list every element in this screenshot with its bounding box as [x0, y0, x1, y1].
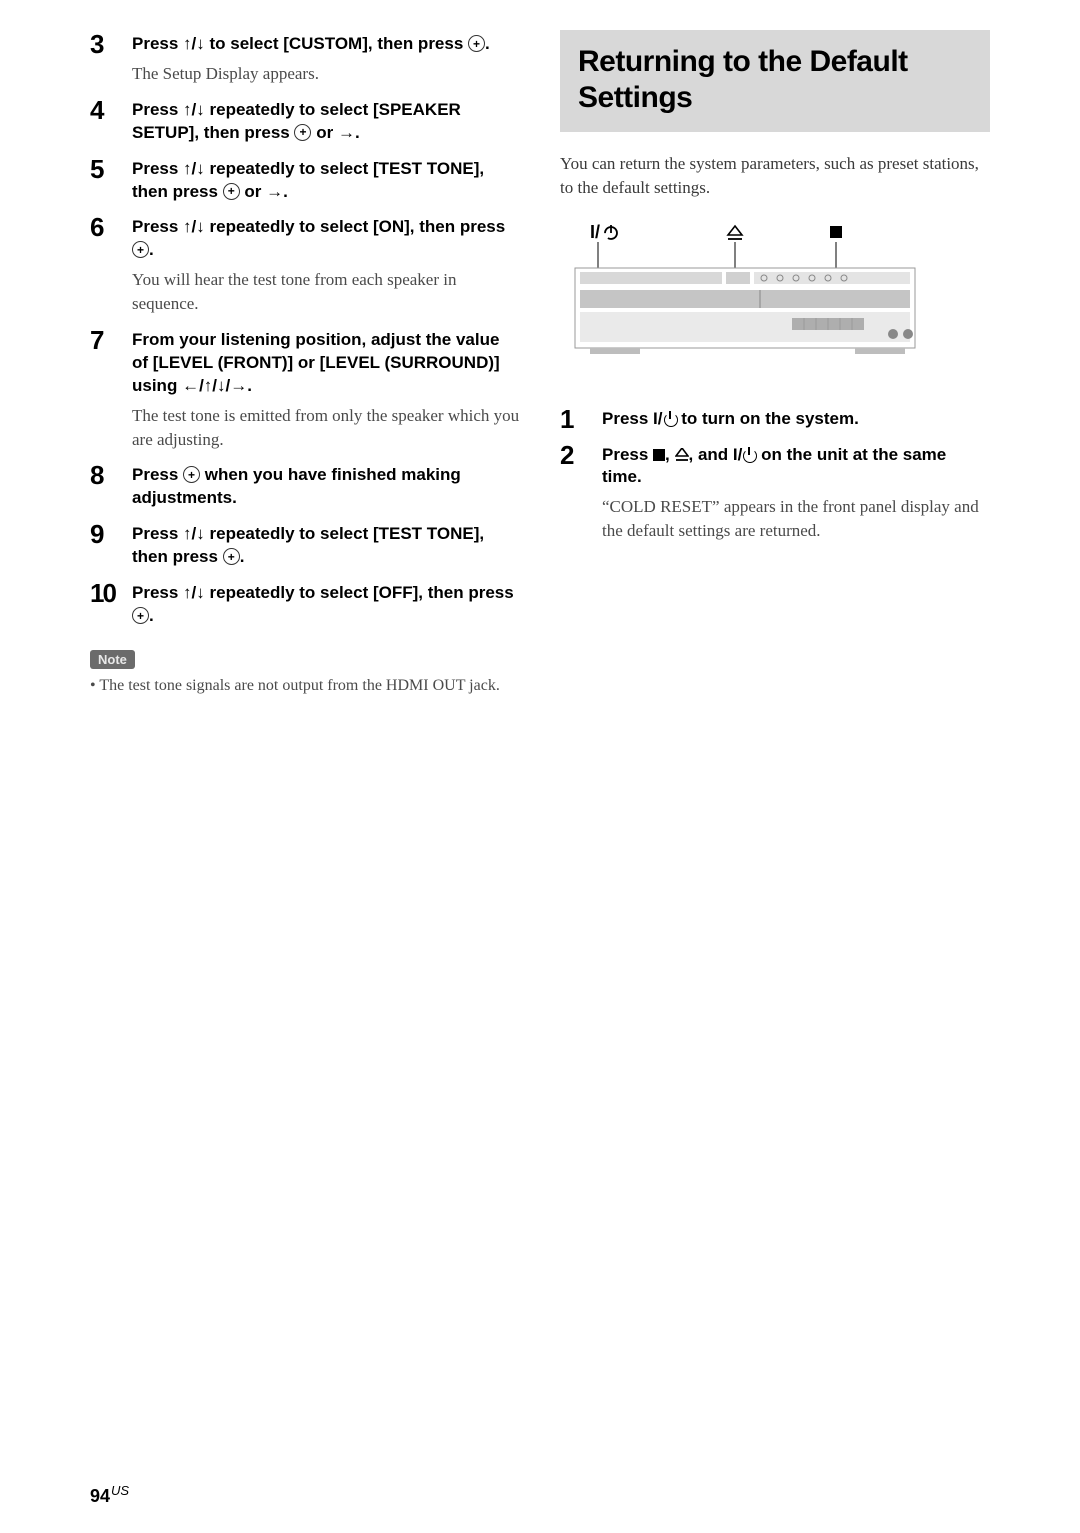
arrow-icon: ↑ — [204, 376, 213, 395]
step-body: From your listening position, adjust the… — [132, 326, 520, 457]
enter-icon: + — [132, 607, 149, 624]
note-text: • The test tone signals are not output f… — [90, 675, 520, 697]
step-number: 1 — [560, 405, 602, 434]
step-item: 10Press ↑/↓ repeatedly to select [OFF], … — [90, 579, 520, 634]
step-paragraph: The test tone is emitted from only the s… — [132, 404, 520, 452]
step-body: Press ↑/↓ repeatedly to select [TEST TON… — [132, 155, 520, 210]
arrow-icon: ↓ — [196, 524, 205, 543]
enter-icon: + — [468, 35, 485, 52]
step-item: 5Press ↑/↓ repeatedly to select [TEST TO… — [90, 155, 520, 210]
step-number: 6 — [90, 213, 132, 242]
step-heading: Press ↑/↓ repeatedly to select [TEST TON… — [132, 523, 520, 569]
step-body: Press , , and I/ on the unit at the same… — [602, 441, 990, 549]
section-title-box: Returning to the Default Settings — [560, 30, 990, 132]
step-paragraph: “COLD RESET” appears in the front panel … — [602, 495, 990, 543]
arrow-icon: ↓ — [196, 583, 205, 602]
power-icon — [742, 448, 756, 462]
step-item: 3Press ↑/↓ to select [CUSTOM], then pres… — [90, 30, 520, 92]
device-diagram: I/ — [560, 220, 990, 375]
arrow-icon: ↓ — [196, 100, 205, 119]
arrow-icon: ↑ — [183, 524, 192, 543]
section-title: Returning to the Default Settings — [578, 44, 972, 116]
step-number: 4 — [90, 96, 132, 125]
arrow-icon: ↑ — [183, 217, 192, 236]
step-item: 2Press , , and I/ on the unit at the sam… — [560, 441, 990, 549]
step-number: 9 — [90, 520, 132, 549]
eject-icon — [675, 448, 689, 461]
arrow-icon: ↓ — [196, 217, 205, 236]
step-heading: Press I/ to turn on the system. — [602, 408, 990, 431]
arrow-icon: ↓ — [196, 34, 205, 53]
step-heading: Press ↑/↓ repeatedly to select [ON], the… — [132, 216, 520, 262]
step-item: 6Press ↑/↓ repeatedly to select [ON], th… — [90, 213, 520, 321]
arrow-icon: → — [338, 123, 355, 142]
step-number: 5 — [90, 155, 132, 184]
arrow-icon: ↓ — [217, 376, 226, 395]
step-number: 2 — [560, 441, 602, 470]
arrow-icon: ↓ — [196, 159, 205, 178]
arrow-icon: ↑ — [183, 34, 192, 53]
step-number: 10 — [90, 579, 132, 608]
page-number-value: 94 — [90, 1486, 110, 1506]
step-item: 8Press + when you have finished making a… — [90, 461, 520, 516]
step-item: 4Press ↑/↓ repeatedly to select [SPEAKER… — [90, 96, 520, 151]
arrow-icon: → — [266, 182, 283, 201]
step-number: 8 — [90, 461, 132, 490]
step-body: Press ↑/↓ repeatedly to select [ON], the… — [132, 213, 520, 321]
step-heading: Press ↑/↓ repeatedly to select [SPEAKER … — [132, 99, 520, 145]
page-container: 3Press ↑/↓ to select [CUSTOM], then pres… — [90, 30, 990, 697]
step-number: 3 — [90, 30, 132, 59]
enter-icon: + — [183, 466, 200, 483]
step-body: Press + when you have finished making ad… — [132, 461, 520, 516]
step-heading: Press ↑/↓ to select [CUSTOM], then press… — [132, 33, 520, 56]
note-label: Note — [90, 650, 135, 669]
step-heading: From your listening position, adjust the… — [132, 329, 520, 398]
step-paragraph: You will hear the test tone from each sp… — [132, 268, 520, 316]
arrow-icon: → — [230, 376, 247, 395]
enter-icon: + — [223, 183, 240, 200]
arrow-icon: ↑ — [183, 159, 192, 178]
device-diagram-svg: I/ — [560, 220, 930, 370]
step-item: 1Press I/ to turn on the system. — [560, 405, 990, 437]
step-item: 9Press ↑/↓ repeatedly to select [TEST TO… — [90, 520, 520, 575]
right-column: Returning to the Default Settings You ca… — [560, 30, 990, 697]
step-heading: Press , , and I/ on the unit at the same… — [602, 444, 990, 490]
step-heading: Press + when you have finished making ad… — [132, 464, 520, 510]
step-item: 7From your listening position, adjust th… — [90, 326, 520, 457]
step-heading: Press ↑/↓ repeatedly to select [OFF], th… — [132, 582, 520, 628]
step-number: 7 — [90, 326, 132, 355]
step-heading: Press ↑/↓ repeatedly to select [TEST TON… — [132, 158, 520, 204]
enter-icon: + — [294, 124, 311, 141]
step-body: Press ↑/↓ repeatedly to select [SPEAKER … — [132, 96, 520, 151]
enter-icon: + — [132, 241, 149, 258]
step-body: Press ↑/↓ repeatedly to select [OFF], th… — [132, 579, 520, 634]
arrow-icon: ↑ — [183, 100, 192, 119]
enter-icon: + — [223, 548, 240, 565]
step-paragraph: The Setup Display appears. — [132, 62, 520, 86]
power-icon — [663, 412, 677, 426]
step-body: Press I/ to turn on the system. — [602, 405, 990, 437]
step-body: Press ↑/↓ to select [CUSTOM], then press… — [132, 30, 520, 92]
page-number: 94US — [90, 1483, 129, 1507]
arrow-icon: ↑ — [183, 583, 192, 602]
right-steps: 1Press I/ to turn on the system.2Press ,… — [560, 405, 990, 549]
stop-icon — [653, 449, 665, 461]
left-column: 3Press ↑/↓ to select [CUSTOM], then pres… — [90, 30, 520, 697]
page-number-suffix: US — [111, 1483, 129, 1498]
section-intro: You can return the system parameters, su… — [560, 152, 990, 200]
arrow-icon: ← — [182, 376, 199, 395]
step-body: Press ↑/↓ repeatedly to select [TEST TON… — [132, 520, 520, 575]
svg-text:I/: I/ — [590, 222, 600, 242]
